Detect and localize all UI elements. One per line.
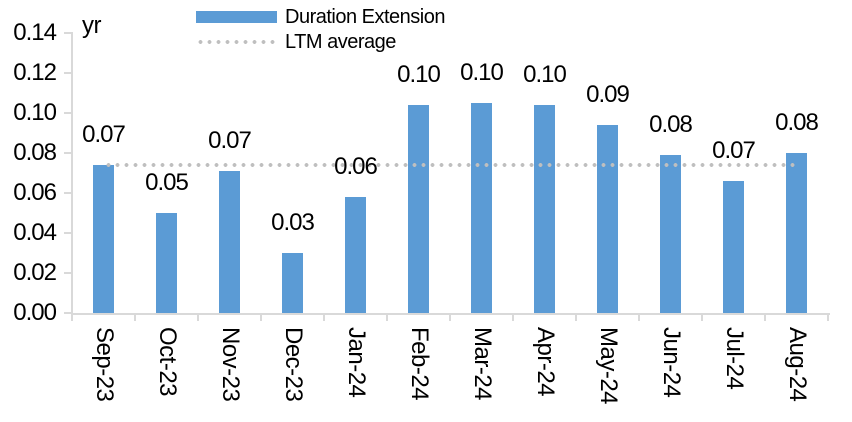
x-axis-label-apr-24: Apr-24 (531, 327, 559, 397)
y-axis-tick (64, 112, 72, 114)
y-axis-tick (64, 312, 72, 314)
x-axis-tick (197, 315, 199, 321)
x-axis-tick (134, 315, 136, 321)
bar-value-label-oct-23: 0.05 (145, 169, 189, 196)
legend-label-duration-extension: Duration Extension (285, 6, 445, 28)
y-axis-tick (64, 72, 72, 74)
bar-value-label-jan-24: 0.06 (334, 153, 378, 180)
x-axis-label-may-24: May-24 (594, 327, 622, 405)
x-axis-tick (764, 315, 766, 321)
bar-value-label-apr-24: 0.10 (523, 61, 567, 88)
bar-nov-23 (219, 171, 240, 313)
x-axis-tick (827, 315, 829, 321)
x-axis-tick (323, 315, 325, 321)
y-axis-label: 0.12 (13, 59, 57, 86)
bar-feb-24 (408, 105, 429, 313)
bar-dec-23 (282, 253, 303, 313)
y-axis-label: 0.08 (13, 139, 57, 166)
bar-jun-24 (660, 155, 681, 313)
bar-sep-23 (93, 165, 114, 313)
y-axis-tick (64, 232, 72, 234)
y-axis-label: 0.04 (13, 219, 57, 246)
x-axis-tick (71, 315, 73, 321)
legend-item-ltm-average: LTM average (196, 32, 445, 52)
x-axis-label-jan-24: Jan-24 (342, 327, 370, 398)
x-axis-label-mar-24: Mar-24 (468, 327, 496, 401)
bar-value-label-sep-23: 0.07 (82, 121, 126, 148)
x-axis-label-oct-23: Oct-23 (153, 327, 181, 397)
legend-item-duration-extension: Duration Extension (196, 7, 445, 27)
y-axis-label: 0.14 (13, 19, 57, 46)
x-axis-label-sep-23: Sep-23 (90, 327, 118, 402)
x-axis-label-nov-23: Nov-23 (216, 327, 244, 402)
x-axis-tick (260, 315, 262, 321)
x-axis-label-feb-24: Feb-24 (405, 327, 433, 401)
bar-apr-24 (534, 105, 555, 313)
bar-value-label-jun-24: 0.08 (649, 111, 693, 138)
y-axis-tick (64, 152, 72, 154)
x-axis-label-aug-24: Aug-24 (783, 327, 811, 402)
x-axis-label-dec-23: Dec-23 (279, 327, 307, 402)
x-axis-line (71, 313, 830, 315)
y-axis-tick (64, 192, 72, 194)
legend-label-ltm-average: LTM average (285, 31, 396, 53)
bar-jan-24 (345, 197, 366, 313)
y-axis-label: 0.06 (13, 179, 57, 206)
bar-oct-23 (156, 213, 177, 313)
y-axis-unit-label: yr (82, 12, 102, 39)
y-axis-tick (64, 272, 72, 274)
x-axis-label-jul-24: Jul-24 (720, 327, 748, 390)
x-axis-tick (638, 315, 640, 321)
bar-mar-24 (471, 103, 492, 313)
bar-may-24 (597, 125, 618, 313)
bar-value-label-jul-24: 0.07 (712, 137, 756, 164)
y-axis-label: 0.00 (13, 299, 57, 326)
x-axis-tick (512, 315, 514, 321)
bar-value-label-aug-24: 0.08 (775, 109, 819, 136)
y-axis-tick (64, 32, 72, 34)
bar-jul-24 (723, 181, 744, 313)
bar-value-label-feb-24: 0.10 (397, 61, 441, 88)
ltm-average-line (103, 163, 797, 167)
x-axis-tick (449, 315, 451, 321)
x-axis-tick (575, 315, 577, 321)
bar-value-label-may-24: 0.09 (586, 81, 630, 108)
bar-value-label-dec-23: 0.03 (271, 209, 315, 236)
y-axis-line (71, 32, 73, 315)
y-axis-label: 0.10 (13, 99, 57, 126)
bar-value-label-mar-24: 0.10 (460, 59, 504, 86)
legend: Duration Extension LTM average (196, 7, 445, 52)
x-axis-tick (386, 315, 388, 321)
x-axis-label-jun-24: Jun-24 (657, 327, 685, 398)
x-axis-tick (701, 315, 703, 321)
bar-value-label-nov-23: 0.07 (208, 127, 252, 154)
bar-aug-24 (786, 153, 807, 313)
y-axis-label: 0.02 (13, 259, 57, 286)
bar-series-swatch-icon (196, 11, 277, 23)
dotted-line-swatch-icon (196, 40, 277, 44)
